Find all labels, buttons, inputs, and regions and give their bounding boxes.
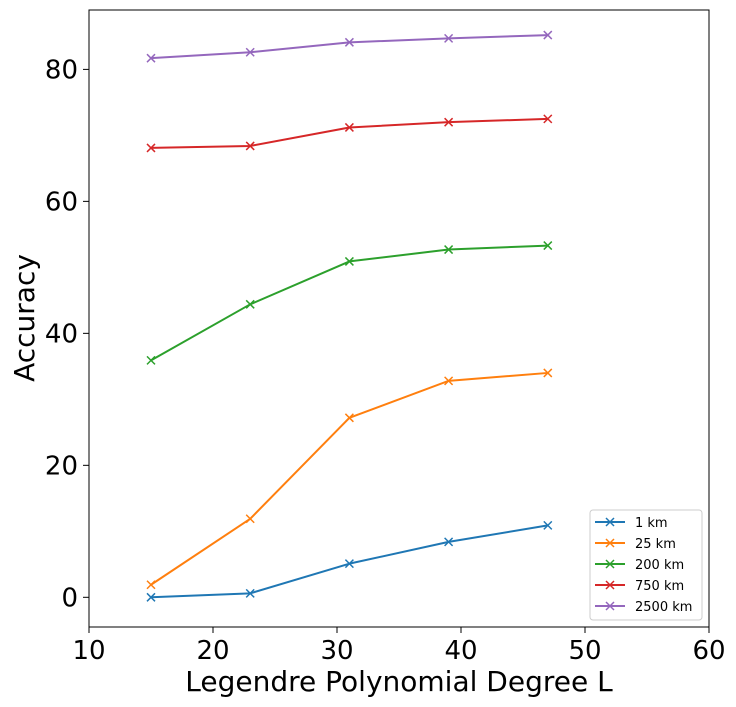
data-point: [344, 256, 354, 266]
x-tick-label: 30: [320, 636, 353, 666]
legend-marker: [605, 580, 615, 590]
data-point: [543, 520, 553, 530]
data-point: [444, 33, 454, 43]
data-point: [543, 368, 553, 378]
legend-marker: [605, 559, 615, 569]
legend-box: [589, 509, 703, 621]
legend: 1 km 25 km 200 km 750 km 2500 km: [589, 509, 703, 621]
data-point: [344, 122, 354, 132]
legend-item: 200 km: [595, 558, 684, 573]
series-line: [150, 117, 548, 149]
legend-label: 200 km: [635, 558, 684, 573]
data-point: [543, 114, 553, 124]
data-point: [543, 241, 553, 251]
legend-item: 2500 km: [595, 600, 692, 615]
data-point: [344, 559, 354, 569]
data-point: [245, 588, 255, 598]
series-2500-km: [146, 30, 553, 63]
data-point: [146, 53, 156, 63]
y-axis: 0 20 40 60 80: [45, 55, 89, 613]
legend-item: 25 km: [595, 537, 676, 552]
legend-marker: [605, 517, 615, 527]
data-point: [543, 30, 553, 40]
data-point: [146, 592, 156, 602]
data-point: [245, 299, 255, 309]
data-point: [444, 376, 454, 386]
legend-label: 750 km: [635, 579, 684, 594]
x-axis: 10 20 30 40 50 60: [72, 627, 726, 666]
series-line: [150, 524, 548, 599]
plot-area: [88, 9, 710, 628]
x-tick-label: 20: [196, 636, 229, 666]
data-point: [444, 245, 454, 255]
legend-marker: [605, 538, 615, 548]
x-tick-label: 50: [568, 636, 601, 666]
data-point: [444, 537, 454, 547]
x-axis-label: Legendre Polynomial Degree L: [185, 665, 613, 698]
series-25-km: [146, 368, 553, 590]
data-point: [146, 580, 156, 590]
data-point: [444, 117, 454, 127]
x-tick-label: 40: [444, 636, 477, 666]
series-line: [150, 371, 548, 586]
y-tick-label: 40: [45, 319, 78, 349]
series-1-km: [146, 520, 553, 602]
x-tick-label: 60: [692, 636, 725, 666]
data-point: [344, 413, 354, 423]
data-point: [146, 355, 156, 365]
legend-label: 2500 km: [635, 600, 692, 615]
data-point: [245, 514, 255, 524]
x-tick-label: 10: [72, 636, 105, 666]
plot-frame: [88, 9, 710, 628]
legend-item: 750 km: [595, 579, 684, 594]
legend-label: 1 km: [635, 516, 668, 531]
legend-label: 25 km: [635, 537, 676, 552]
y-tick-label: 20: [45, 451, 78, 481]
series-750-km: [146, 114, 553, 153]
legend-marker: [605, 601, 615, 611]
data-point: [344, 37, 354, 47]
data-point: [146, 143, 156, 153]
y-tick-label: 60: [45, 187, 78, 217]
data-point: [245, 47, 255, 57]
y-tick-label: 0: [61, 583, 78, 613]
series-200-km: [146, 241, 553, 365]
y-tick-label: 80: [45, 55, 78, 85]
legend-item: 1 km: [595, 516, 668, 531]
series-line: [150, 244, 548, 362]
y-axis-label: Accuracy: [8, 254, 41, 382]
series-line: [150, 34, 548, 60]
data-point: [245, 141, 255, 151]
